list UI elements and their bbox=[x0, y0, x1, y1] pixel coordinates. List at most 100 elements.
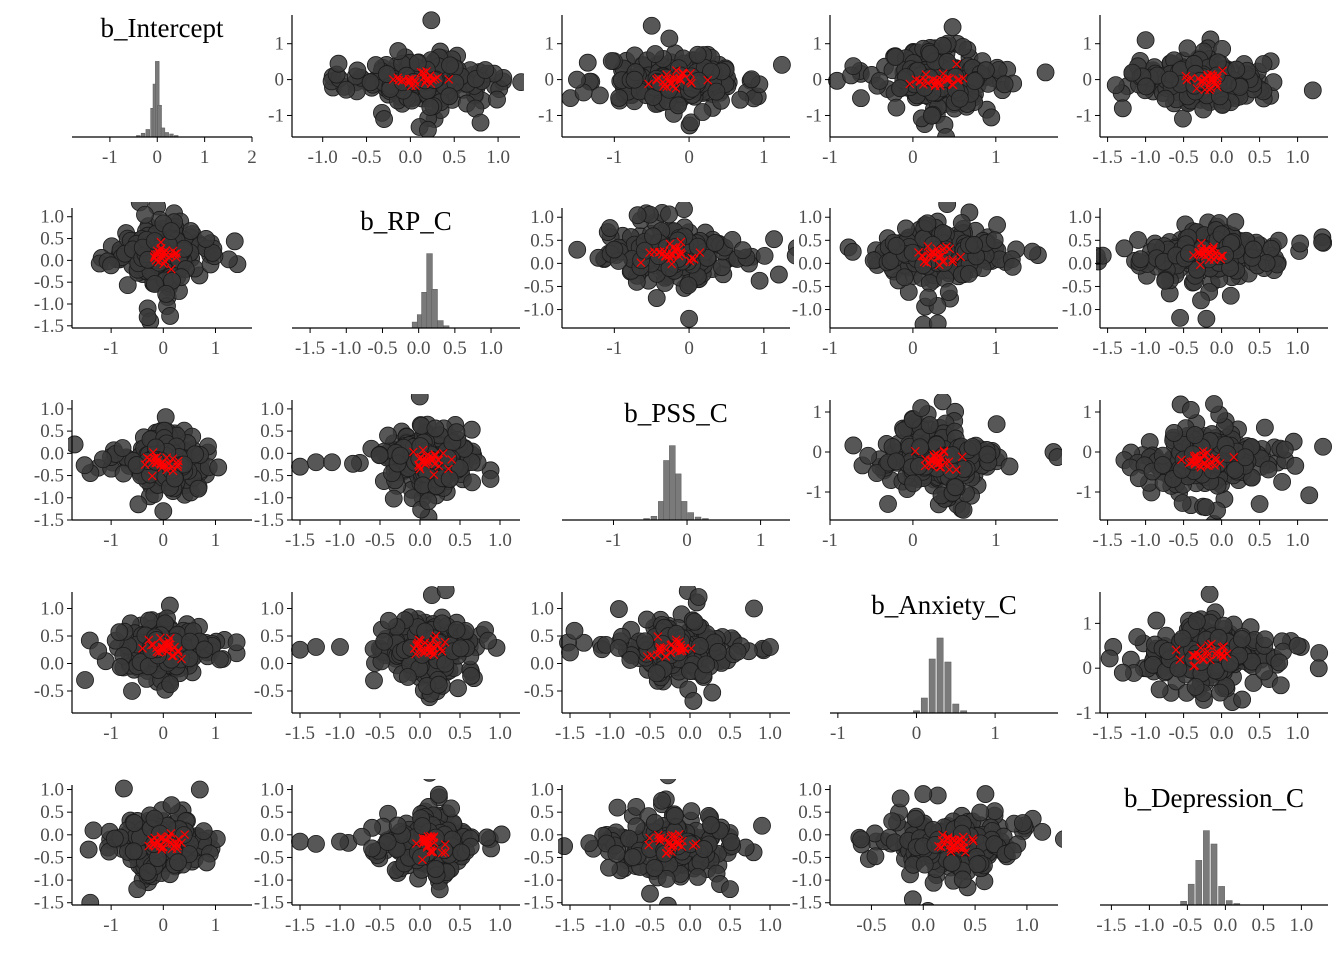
upper-x-tick-label: 0 bbox=[684, 147, 694, 168]
lower-y-tick-label: -0.5 bbox=[34, 681, 64, 702]
scatter-point bbox=[946, 478, 965, 497]
scatter-point bbox=[1221, 286, 1240, 305]
scatter-point bbox=[933, 36, 952, 55]
divergent-mark bbox=[656, 644, 666, 653]
scatter-point bbox=[628, 206, 647, 225]
lower-y-tick-label: 0.0 bbox=[260, 654, 284, 675]
divergent-mark bbox=[406, 81, 416, 91]
upper-y-tick-label: 0 bbox=[813, 70, 823, 91]
divergent-mark bbox=[156, 237, 166, 247]
upper-x-tick-label: -1.0 bbox=[308, 147, 338, 168]
divergent-mark bbox=[423, 75, 433, 85]
upper-x-tick-label: -1.5 bbox=[1093, 338, 1123, 359]
lower-y-tick-label: 0.5 bbox=[40, 421, 64, 442]
lower-y-tick-label: 1.0 bbox=[260, 399, 284, 420]
scatter-point bbox=[625, 70, 644, 89]
scatter-point bbox=[447, 621, 466, 639]
scatter-point bbox=[1147, 611, 1166, 630]
scatter-point bbox=[1161, 70, 1179, 89]
scatter-point bbox=[189, 479, 208, 498]
upper-x-tick-label: 0 bbox=[684, 338, 694, 359]
divergent-mark bbox=[149, 453, 159, 463]
histogram-bar bbox=[1225, 900, 1233, 906]
scatter-point bbox=[1173, 494, 1192, 512]
scatter-points bbox=[291, 779, 511, 899]
histogram-panel-5: b_Depression_C-1.5 -1.0 -0.5 0.0 0.5 1.0 bbox=[1096, 783, 1328, 936]
scatter-point bbox=[81, 893, 100, 905]
scatter-point bbox=[646, 45, 665, 63]
scatter-point bbox=[429, 785, 448, 804]
histogram-x-tick-label: 0.5 bbox=[1252, 915, 1276, 936]
upper-scatter-panel-4: -1.5 -1.0 -0.5 0.0 0.5 1.0-101 bbox=[1076, 15, 1328, 168]
scatter-point bbox=[950, 89, 969, 108]
scatter-point bbox=[689, 588, 708, 606]
scatter-point bbox=[1150, 680, 1169, 699]
scatter-point bbox=[920, 416, 939, 434]
scatter-point bbox=[337, 80, 356, 99]
divergent-mark bbox=[951, 465, 961, 475]
scatter-point bbox=[605, 240, 624, 259]
histogram-x-tick-label: -1 bbox=[102, 147, 118, 168]
scatter-point bbox=[919, 288, 938, 307]
histogram-bar bbox=[1187, 883, 1195, 906]
divergent-mark bbox=[1189, 451, 1199, 461]
divergent-mark bbox=[670, 643, 680, 653]
upper-x-tick-label: -1.5 bbox=[1093, 723, 1123, 744]
scatter-point bbox=[1128, 628, 1147, 646]
lower-y-tick-label: 1.0 bbox=[40, 399, 64, 420]
scatter-point bbox=[412, 848, 430, 867]
divergent-mark bbox=[1196, 643, 1206, 653]
lower-y-tick-label: -1.0 bbox=[254, 870, 284, 891]
divergent-mark bbox=[680, 643, 690, 653]
lower-scatter-panel-1: -1 0 1-1.5-1.0-0.50.00.51.0 bbox=[34, 202, 252, 359]
divergent-mark bbox=[437, 646, 447, 656]
divergent-mark bbox=[147, 471, 157, 481]
divergent-mark bbox=[1193, 249, 1203, 258]
lower-y-tick-label: 0.0 bbox=[260, 443, 284, 464]
lower-x-tick-label: -1 bbox=[103, 338, 119, 359]
divergent-mark bbox=[636, 258, 646, 268]
lower-x-tick-label: 0.5 bbox=[448, 530, 472, 551]
scatter-point bbox=[921, 44, 940, 63]
divergent-mark bbox=[173, 647, 183, 657]
scatter-point bbox=[384, 489, 403, 508]
lower-x-tick-label: -1.5 bbox=[285, 723, 315, 744]
upper-x-tick-label: 0.5 bbox=[1248, 147, 1272, 168]
divergent-mark bbox=[1229, 452, 1239, 462]
scatter-point bbox=[887, 452, 906, 471]
lower-x-tick-label: -1.0 bbox=[325, 530, 355, 551]
lower-y-tick-label: -0.5 bbox=[34, 272, 64, 293]
divergent-mark bbox=[150, 253, 160, 263]
divergent-mark bbox=[1200, 85, 1210, 95]
upper-scatter-panel-2: -1 0 1-101 bbox=[538, 15, 791, 168]
divergent-mark bbox=[419, 647, 428, 656]
scatter-points bbox=[839, 202, 1047, 328]
divergent-mark bbox=[927, 456, 937, 465]
scatter-point bbox=[870, 71, 889, 90]
scatter-point bbox=[375, 632, 394, 651]
scatter-point bbox=[895, 268, 914, 287]
divergent-mark bbox=[666, 648, 676, 658]
lower-x-tick-label: 1 bbox=[211, 915, 221, 936]
lower-y-tick-label: 1.0 bbox=[260, 599, 284, 620]
scatter-point bbox=[1271, 676, 1290, 695]
scatter-point bbox=[959, 264, 978, 283]
scatter-point bbox=[977, 61, 995, 80]
divergent-mark bbox=[667, 259, 677, 269]
scatter-point bbox=[1244, 674, 1263, 692]
scatter-point bbox=[707, 82, 726, 101]
scatter-point bbox=[377, 65, 396, 83]
upper-y-tick-label: -1 bbox=[1076, 105, 1092, 126]
upper-y-tick-label: 0.5 bbox=[1068, 230, 1092, 251]
upper-y-tick-label: 1 bbox=[813, 402, 823, 423]
divergent-mark bbox=[935, 462, 945, 472]
lower-x-tick-label: -1.5 bbox=[555, 723, 585, 744]
histogram-x-tick-label: 1.0 bbox=[479, 338, 503, 359]
scatter-point bbox=[943, 18, 962, 36]
scatter-point bbox=[954, 500, 973, 519]
lower-y-tick-label: 0.5 bbox=[260, 802, 284, 823]
lower-scatter-panel-7: -1 0 1-1.5-1.0-0.50.00.51.0 bbox=[34, 780, 252, 936]
histogram-bar bbox=[431, 289, 438, 329]
divergent-mark bbox=[926, 456, 936, 466]
upper-x-tick-label: -0.5 bbox=[1169, 723, 1199, 744]
